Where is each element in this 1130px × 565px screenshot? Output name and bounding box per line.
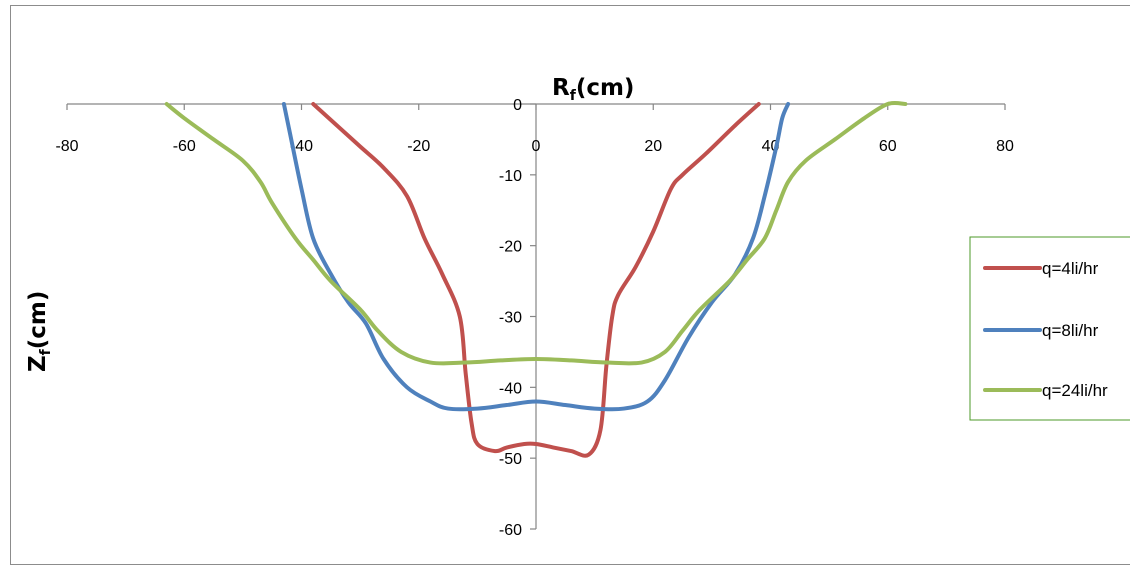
x-axis-title-sub: f [570,88,577,104]
x-tick-label: 20 [644,138,662,155]
y-axis-title: Zf(cm) [25,291,54,372]
legend-label-1: q=4li/hr [1042,259,1099,278]
y-tick-label: -30 [499,310,522,327]
y-tick-label: 0 [513,97,522,114]
legend-items: q=4li/hr q=8li/hr q=24li/hr [983,259,1108,400]
y-axis-title-main: Z [25,355,51,372]
x-tick-label: -80 [55,138,78,155]
y-axis-title-sub: f [38,348,54,355]
y-tick-label: -40 [499,380,522,397]
x-axis-title-unit: (cm) [576,75,635,101]
y-tick-label: -20 [499,239,522,256]
x-axis-title: Rf(cm) [552,75,634,104]
legend-label-2: q=8li/hr [1042,321,1099,340]
line-chart: -80 -60 -40 -20 0 20 40 60 80 0-10-20-30-40-50-6… [25,75,1130,539]
chart-frame [10,5,1130,565]
x-tick-label: 80 [996,138,1014,155]
x-axis-title-main: R [552,75,570,101]
series-line-2 [281,102,791,412]
y-tick-label: -10 [499,168,522,185]
series-line-3 [164,100,908,366]
y-tick-label: -60 [499,522,522,539]
x-tick-label: 60 [879,138,897,155]
x-tick-label: -60 [173,138,196,155]
series-line-1 [311,102,761,458]
x-tick-label: 0 [532,138,541,155]
x-tick-label: -40 [290,138,313,155]
y-ticks: 0 -10 -20 -30 -40 -50 -60 [499,97,536,539]
x-tick-label: -20 [407,138,430,155]
axes: -80 -60 -40 -20 0 20 40 60 80 0-10-20-30-40-50-6… [55,97,1014,539]
series-lines [164,100,908,458]
x-ticks: -80 -60 -40 -20 0 20 40 60 80 [55,104,1014,155]
legend: q=4li/hr q=8li/hr q=24li/hr [969,236,1130,421]
y-tick-label: -50 [499,451,522,468]
y-axis-title-unit: (cm) [25,291,51,350]
legend-label-3: q=24li/hr [1042,381,1108,400]
